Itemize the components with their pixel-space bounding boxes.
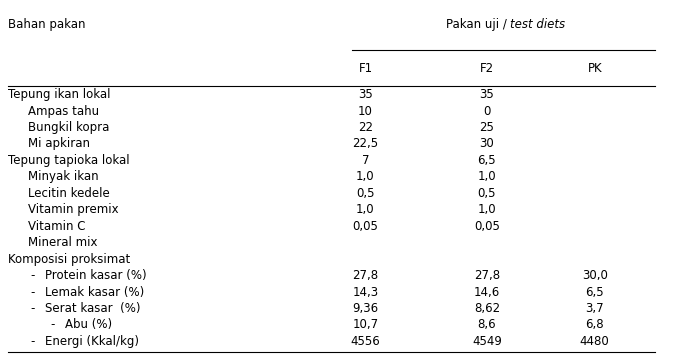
Text: Lemak kasar (%): Lemak kasar (%) [45,286,144,299]
Text: 9,36: 9,36 [353,302,378,315]
Text: 1,0: 1,0 [356,170,375,183]
Text: 14,3: 14,3 [353,286,378,299]
Text: Mineral mix: Mineral mix [28,236,98,249]
Text: 22: 22 [358,121,373,134]
Text: Tepung tapioka lokal: Tepung tapioka lokal [8,154,130,167]
Text: Minyak ikan: Minyak ikan [28,170,99,183]
Text: 0,5: 0,5 [356,187,374,200]
Text: Energi (Kkal/kg): Energi (Kkal/kg) [45,335,139,348]
Text: -: - [30,286,35,299]
Text: 6,8: 6,8 [586,318,604,331]
Text: Vitamin C: Vitamin C [28,220,86,233]
Text: Pakan uji /: Pakan uji / [445,18,510,31]
Text: 6,5: 6,5 [586,286,604,299]
Text: 4549: 4549 [472,335,502,348]
Text: Tepung ikan lokal: Tepung ikan lokal [8,88,110,101]
Text: 1,0: 1,0 [477,203,496,216]
Text: 0,5: 0,5 [477,187,496,200]
Text: Abu (%): Abu (%) [66,318,112,331]
Text: 0,05: 0,05 [353,220,378,233]
Text: Vitamin premix: Vitamin premix [28,203,119,216]
Text: 30,0: 30,0 [582,269,608,282]
Text: 0,05: 0,05 [474,220,500,233]
Text: 8,62: 8,62 [474,302,500,315]
Text: 3,7: 3,7 [586,302,604,315]
Text: 6,5: 6,5 [477,154,496,167]
Text: 27,8: 27,8 [353,269,378,282]
Text: 35: 35 [479,88,494,101]
Text: 35: 35 [358,88,373,101]
Text: Bahan pakan: Bahan pakan [8,18,85,31]
Text: 1,0: 1,0 [477,170,496,183]
Text: F1: F1 [358,62,372,75]
Text: 10: 10 [358,105,373,118]
Text: Komposisi proksimat: Komposisi proksimat [8,253,131,266]
Text: -: - [30,302,35,315]
Text: Protein kasar (%): Protein kasar (%) [45,269,147,282]
Text: 1,0: 1,0 [356,203,375,216]
Text: Lecitin kedele: Lecitin kedele [28,187,110,200]
Text: 22,5: 22,5 [353,138,378,151]
Text: -: - [30,269,35,282]
Text: 30: 30 [479,138,494,151]
Text: 0: 0 [483,105,491,118]
Text: 14,6: 14,6 [474,286,500,299]
Text: PK: PK [588,62,602,75]
Text: 8,6: 8,6 [477,318,496,331]
Text: 27,8: 27,8 [474,269,500,282]
Text: 4556: 4556 [351,335,380,348]
Text: F2: F2 [480,62,494,75]
Text: Mi apkiran: Mi apkiran [28,138,90,151]
Text: Ampas tahu: Ampas tahu [28,105,100,118]
Text: 10,7: 10,7 [353,318,378,331]
Text: Serat kasar  (%): Serat kasar (%) [45,302,141,315]
Text: test diets: test diets [510,18,565,31]
Text: 7: 7 [362,154,369,167]
Text: 25: 25 [479,121,494,134]
Text: -: - [30,335,35,348]
Text: Bungkil kopra: Bungkil kopra [28,121,110,134]
Text: 4480: 4480 [580,335,609,348]
Text: -: - [51,318,55,331]
